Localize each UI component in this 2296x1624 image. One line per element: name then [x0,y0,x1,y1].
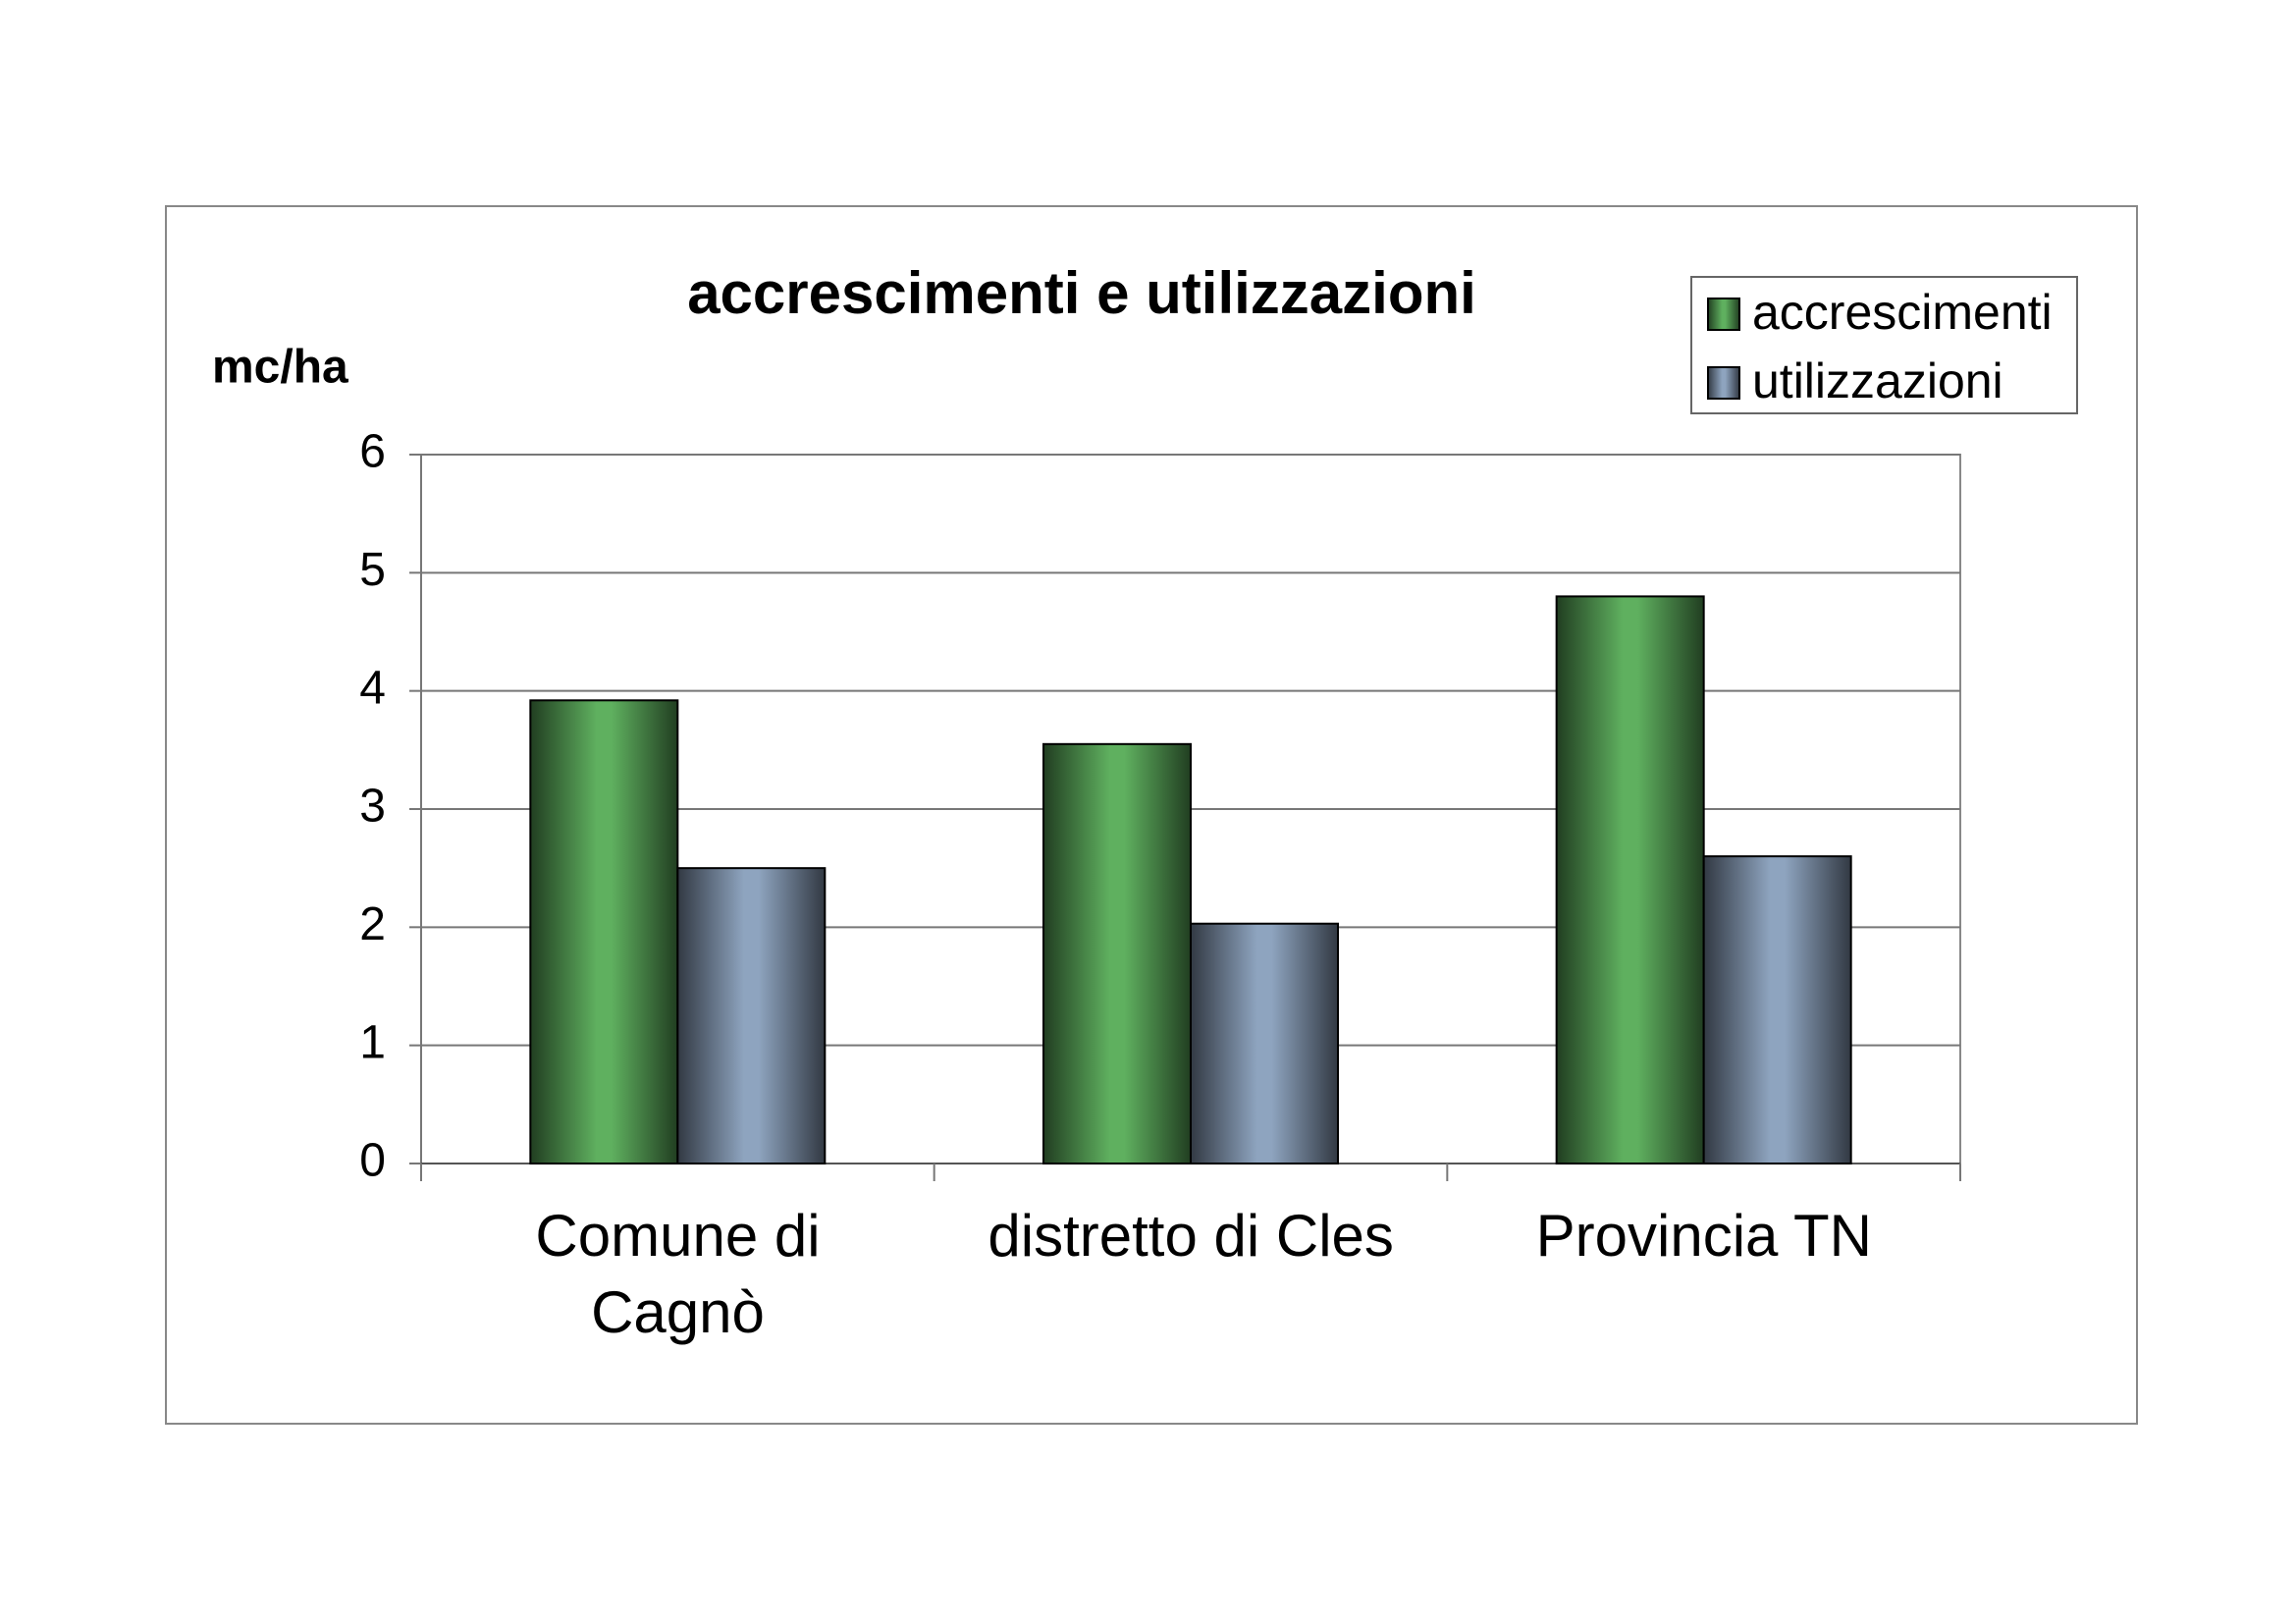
legend-label: utilizzazioni [1752,353,2003,408]
x-tick-label: distretto di Cles [988,1203,1394,1269]
y-tick-label: 5 [359,544,386,596]
y-tick-label: 4 [359,662,386,714]
y-axis-label: mc/ha [212,342,348,394]
x-tick-label: Comune di Cagnò [535,1203,821,1345]
bar [1702,855,1852,1165]
bar [676,867,827,1165]
legend-key [1707,298,1740,331]
y-tick-label: 6 [359,426,386,478]
legend-box [1690,276,2078,414]
bar [529,699,679,1164]
legend-key [1707,366,1740,400]
y-tick-label: 1 [359,1016,386,1068]
legend-label: accrescimenti [1752,285,2053,340]
y-tick-label: 2 [359,898,386,950]
bar [1190,922,1339,1164]
x-tick-label: Provincia TN [1535,1203,1872,1269]
y-tick-label: 3 [359,781,386,833]
y-tick-label: 0 [359,1135,386,1187]
chart-title: accrescimenti e utilizzazioni [687,260,1476,326]
bar [1042,742,1192,1164]
bar [1555,595,1705,1164]
